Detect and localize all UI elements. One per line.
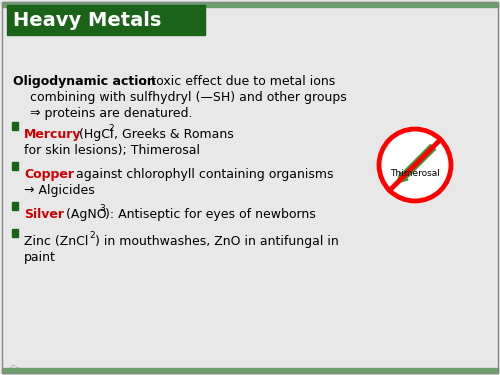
Bar <box>12 202 18 210</box>
Text: → Algicides: → Algicides <box>24 184 95 197</box>
Text: combining with sulfhydryl (—SH) and other groups: combining with sulfhydryl (—SH) and othe… <box>30 91 347 104</box>
Text: for skin lesions); Thimerosal: for skin lesions); Thimerosal <box>24 144 200 157</box>
Circle shape <box>376 126 454 204</box>
Text: 2: 2 <box>108 124 114 133</box>
Text: (HgCl: (HgCl <box>75 128 114 141</box>
Bar <box>2 368 498 373</box>
Text: paint: paint <box>24 251 56 264</box>
Text: ⇒ proteins are denatured.: ⇒ proteins are denatured. <box>30 107 192 120</box>
Text: ) in mouthwashes, ZnO in antifungal in: ) in mouthwashes, ZnO in antifungal in <box>95 235 339 248</box>
Text: Mercury: Mercury <box>24 128 82 141</box>
Text: , Greeks & Romans: , Greeks & Romans <box>114 128 234 141</box>
Text: against chlorophyll containing organisms: against chlorophyll containing organisms <box>72 168 334 181</box>
Text: Thimerosal: Thimerosal <box>390 168 440 177</box>
Text: Oligodynamic action: Oligodynamic action <box>13 75 156 88</box>
Text: 3: 3 <box>99 204 105 213</box>
Text: 2: 2 <box>89 231 94 240</box>
Bar <box>7 5 205 35</box>
FancyArrow shape <box>397 144 436 183</box>
Bar <box>12 122 18 130</box>
Text: Silver: Silver <box>24 208 64 221</box>
Text: Heavy Metals: Heavy Metals <box>13 10 162 30</box>
Text: Cc: Cc <box>10 365 20 374</box>
Bar <box>12 229 18 237</box>
Text: : toxic effect due to metal ions: : toxic effect due to metal ions <box>143 75 335 88</box>
Text: Zinc (ZnCl: Zinc (ZnCl <box>24 235 88 248</box>
Text: (AgNO: (AgNO <box>62 208 106 221</box>
Text: ): Antiseptic for eyes of newborns: ): Antiseptic for eyes of newborns <box>105 208 316 221</box>
Bar <box>12 162 18 170</box>
Text: Copper: Copper <box>24 168 74 181</box>
Bar <box>2 2 498 7</box>
